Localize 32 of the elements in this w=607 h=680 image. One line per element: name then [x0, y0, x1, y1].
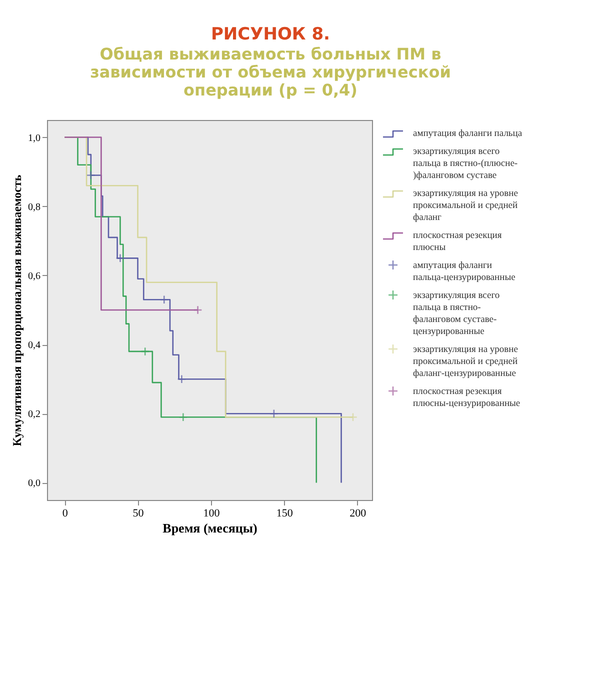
chart-subtitle: Общая выживаемость больных ПМ в зависимости от объема хирургической операции (p = 0,4) [90, 44, 451, 100]
y-tick-label: 0,6 [28, 270, 40, 282]
legend-label: экзартикуляция всего пальца в пястно-(плюсне-)фаланговом суставе [413, 147, 518, 181]
x-tick-label: 0 [62, 508, 68, 520]
y-tick-label: 1,0 [28, 132, 40, 144]
x-tick-label: 100 [203, 508, 220, 520]
point [86, 170, 96, 180]
y-axis-title: Кумулятивная пропорциональная выживаемость [10, 174, 24, 446]
x-tick-label: 200 [350, 508, 367, 520]
point [116, 254, 125, 263]
x-axis-title: Время (месяцы) [162, 520, 258, 536]
point [178, 412, 188, 422]
x-tick-label: 150 [276, 508, 294, 520]
chart-title: РИСУНОК 8. [210, 24, 330, 44]
legend-label: плоскостная резекция плюсны [413, 231, 502, 253]
point [177, 374, 186, 384]
y-tick-label: 0,8 [28, 202, 40, 213]
legend-label: экзартикуляция всего пальца в пястно-фаланговом суставе-цензурированные [413, 291, 500, 337]
point [160, 295, 169, 304]
y-tick-label: 0,2 [28, 409, 40, 420]
legend-label: ампутация фаланги пальца [413, 129, 523, 139]
legend-label: экзартикуляция на уровне проксимальной и средней фаланг [413, 189, 518, 223]
legend-label: ампутация фаланги пальца-цензурированные [413, 261, 516, 283]
point [193, 305, 202, 315]
point [348, 412, 358, 422]
point [140, 346, 150, 356]
point [269, 409, 278, 418]
legend-label: экзартикуляция на уровне проксимальной и средней фаланг-цензурированные [413, 345, 518, 379]
legend-label: плоскостная резекция плюсны-цензурированные [413, 387, 520, 409]
y-tick-label: 0,0 [28, 478, 40, 490]
x-tick-label: 50 [132, 508, 144, 520]
y-tick-label: 0,4 [28, 340, 40, 352]
